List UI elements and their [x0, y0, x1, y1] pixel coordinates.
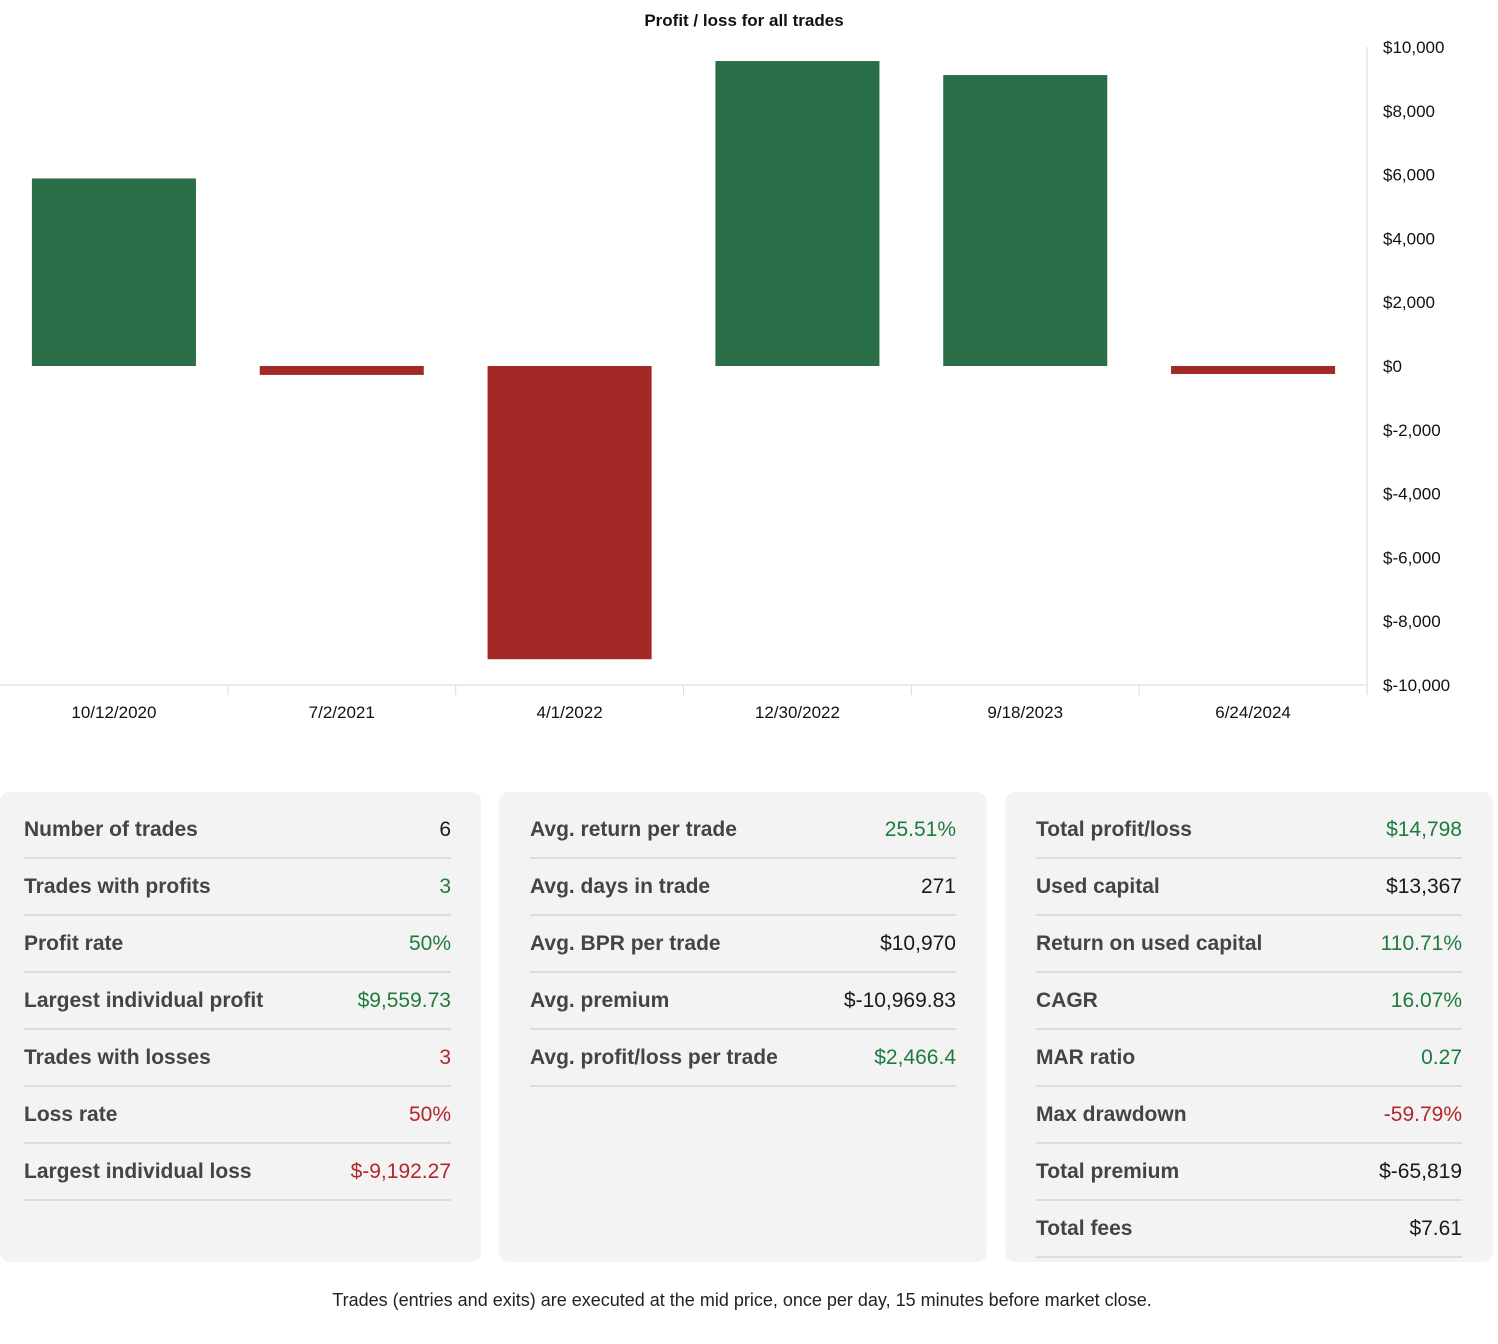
totals-stats-panel: Total profit/loss $14,798 Used capital $13,…: [1005, 792, 1493, 1262]
stat-value: 3: [439, 1045, 451, 1069]
stat-label: Used capital: [1036, 874, 1160, 898]
stat-value: 271: [920, 874, 956, 898]
stat-label: Avg. premium: [530, 988, 670, 1012]
stat-label: Profit rate: [24, 931, 124, 955]
stat-value: 50%: [408, 1102, 451, 1126]
stat-row: Profit rate 50%: [24, 916, 451, 973]
bar: [259, 366, 424, 375]
stat-value: $9,559.73: [357, 988, 451, 1012]
average-stats-panel: Avg. return per trade 25.51% Avg. days in …: [499, 792, 987, 1262]
stat-label: Largest individual loss: [24, 1159, 252, 1183]
stat-label: Total premium: [1036, 1159, 1180, 1183]
stat-row: Used capital $13,367: [1036, 859, 1462, 916]
stat-label: Number of trades: [24, 817, 198, 841]
execution-footnote: Trades (entries and exits) are executed …: [332, 1290, 1152, 1310]
stat-row: Avg. BPR per trade $10,970: [530, 916, 956, 973]
stat-row: Avg. return per trade 25.51%: [530, 802, 956, 859]
x-tick-label: 4/1/2022: [536, 703, 602, 722]
profit-loss-chart: Profit / loss for all trades $10,000 $8,00…: [0, 11, 1450, 722]
stat-label: Avg. days in trade: [530, 874, 711, 898]
stat-row: Return on used capital 110.71%: [1036, 916, 1462, 973]
stat-value: $2,466.4: [874, 1045, 956, 1069]
y-tick-label: $8,000: [1383, 102, 1435, 121]
stats-rows: Avg. return per trade 25.51% Avg. days in …: [530, 802, 956, 1087]
stat-label: Total fees: [1036, 1216, 1133, 1240]
x-tick-label: 10/12/2020: [71, 703, 156, 722]
stats-rows: Number of trades 6 Trades with profits 3 Pro…: [24, 802, 451, 1201]
stat-row: Loss rate 50%: [24, 1087, 451, 1144]
y-tick-label: $6,000: [1383, 166, 1435, 185]
stat-row: Avg. days in trade 271: [530, 859, 956, 916]
stat-value: 16.07%: [1390, 988, 1462, 1012]
stat-value: $-9,192.27: [350, 1159, 451, 1183]
stat-value: $14,798: [1386, 817, 1462, 841]
stat-row: Max drawdown -59.79%: [1036, 1087, 1462, 1144]
y-tick-label: $-8,000: [1383, 612, 1441, 631]
stat-row: Avg. premium $-10,969.83: [530, 973, 956, 1030]
trade-stats-panel: Number of trades 6 Trades with profits 3 Pro…: [0, 792, 481, 1262]
stat-label: Avg. profit/loss per trade: [530, 1045, 778, 1069]
stat-label: Trades with losses: [24, 1045, 211, 1069]
bar: [943, 75, 1108, 367]
y-tick-label: $-2,000: [1383, 421, 1441, 440]
stat-label: Avg. return per trade: [530, 817, 737, 841]
x-tick-label: 7/2/2021: [309, 703, 375, 722]
stat-row: Trades with losses 3: [24, 1030, 451, 1087]
chart-title: Profit / loss for all trades: [644, 11, 843, 30]
stat-row: Total premium $-65,819: [1036, 1144, 1462, 1201]
chart-svg: Profit / loss for all trades $10,000 $8,00…: [0, 11, 1450, 722]
stat-row: CAGR 16.07%: [1036, 973, 1462, 1030]
stat-row: Largest individual profit $9,559.73: [24, 973, 451, 1030]
stat-value: $7.61: [1409, 1216, 1462, 1240]
stat-value: -59.79%: [1383, 1102, 1462, 1126]
stat-row: Avg. profit/loss per trade $2,466.4: [530, 1030, 956, 1087]
y-tick-label: $2,000: [1383, 293, 1435, 312]
stat-label: Avg. BPR per trade: [530, 931, 721, 955]
stat-row: Trades with profits 3: [24, 859, 451, 916]
y-tick-label: $10,000: [1383, 38, 1444, 57]
y-tick-label: $-10,000: [1383, 676, 1450, 695]
stat-label: Largest individual profit: [24, 988, 264, 1012]
bar: [487, 366, 652, 660]
y-tick-label: $-6,000: [1383, 548, 1441, 567]
stat-row: Total profit/loss $14,798: [1036, 802, 1462, 859]
bar: [715, 61, 880, 366]
y-tick-label: $-4,000: [1383, 485, 1441, 504]
stats-rows: Total profit/loss $14,798 Used capital $13,…: [1036, 802, 1462, 1258]
stat-value: $10,970: [880, 931, 956, 955]
stat-value: $13,367: [1386, 874, 1462, 898]
stat-label: MAR ratio: [1036, 1045, 1136, 1069]
bar: [31, 178, 196, 366]
stat-value: 50%: [408, 931, 451, 955]
stat-value: $-10,969.83: [843, 988, 956, 1012]
stat-value: 3: [439, 874, 451, 898]
y-tick-label: $4,000: [1383, 229, 1435, 248]
stat-value: $-65,819: [1379, 1159, 1462, 1183]
stat-label: Return on used capital: [1036, 931, 1263, 955]
stat-row: Total fees $7.61: [1036, 1201, 1462, 1258]
stat-value: 0.27: [1421, 1045, 1462, 1069]
stat-value: 6: [439, 817, 451, 841]
y-tick-label: $0: [1383, 357, 1402, 376]
stat-row: Largest individual loss $-9,192.27: [24, 1144, 451, 1201]
stat-label: Max drawdown: [1036, 1102, 1187, 1126]
x-tick-label: 9/18/2023: [987, 703, 1063, 722]
stat-label: Trades with profits: [24, 874, 211, 898]
stat-label: Loss rate: [24, 1102, 118, 1126]
bar: [1171, 366, 1336, 374]
stat-label: Total profit/loss: [1036, 817, 1192, 841]
stat-value: 25.51%: [884, 817, 956, 841]
stat-label: CAGR: [1036, 988, 1098, 1012]
stat-row: MAR ratio 0.27: [1036, 1030, 1462, 1087]
stat-row: Number of trades 6: [24, 802, 451, 859]
x-tick-label: 12/30/2022: [755, 703, 840, 722]
x-tick-label: 6/24/2024: [1215, 703, 1291, 722]
stat-value: 110.71%: [1380, 931, 1462, 955]
